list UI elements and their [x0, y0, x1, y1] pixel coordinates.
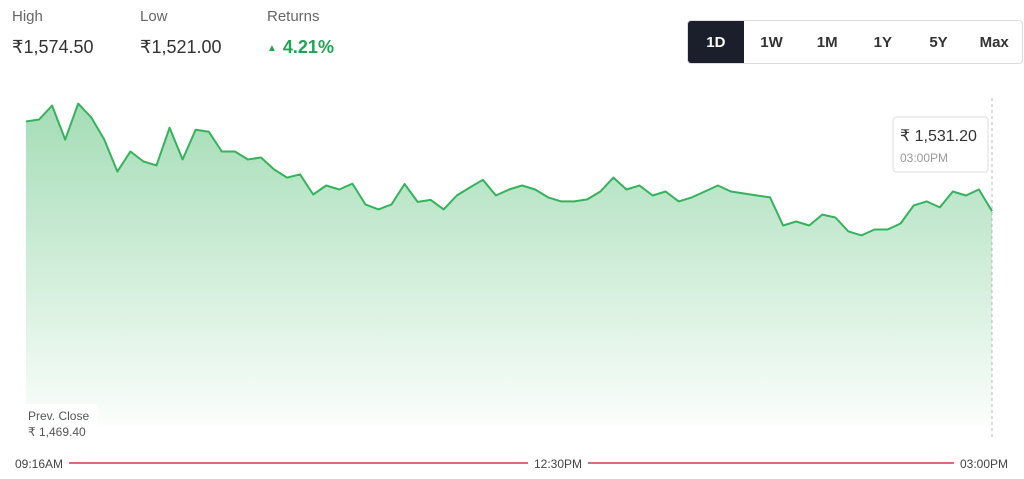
range-button[interactable]: 1W: [760, 33, 783, 51]
range-button[interactable]: 1Y: [873, 33, 893, 51]
stat-label: Low: [140, 8, 168, 25]
tooltip-box: [892, 116, 989, 173]
tooltip-time: 03:00PM: [900, 151, 948, 165]
prev-close-label: Prev. Close: [28, 409, 89, 423]
stat-value: 4.21%: [267, 37, 334, 58]
prev-close-box: [24, 404, 98, 444]
tooltip-price: ₹ 1,531.20: [900, 128, 977, 145]
range-selector: 1D 1W 1M 1Y 5Y Max: [687, 20, 1023, 64]
range-button[interactable]: 5Y: [929, 33, 948, 51]
stat-value: ₹1,574.50: [12, 37, 94, 57]
area: [26, 103, 992, 425]
price-line: [25, 102, 993, 237]
stat-label: Returns: [267, 8, 320, 25]
stat-returns: Returns 4.21%: [267, 8, 334, 58]
x-tick-label: 09:16AM: [15, 457, 63, 471]
stat-label: High: [12, 8, 43, 25]
stat-low: Low ₹1,521.00: [140, 8, 222, 58]
range-button[interactable]: 1M: [816, 33, 838, 51]
range-button[interactable]: 1D: [688, 21, 744, 63]
prev-close-value: ₹ 1,469.40: [28, 425, 86, 439]
x-tick-label: 03:00PM: [960, 457, 1008, 471]
stat-high: High ₹1,574.50: [12, 8, 94, 58]
range-button[interactable]: Max: [979, 33, 1009, 51]
stat-value: ₹1,521.00: [140, 37, 222, 57]
x-tick-label: 12:30PM: [534, 457, 582, 471]
